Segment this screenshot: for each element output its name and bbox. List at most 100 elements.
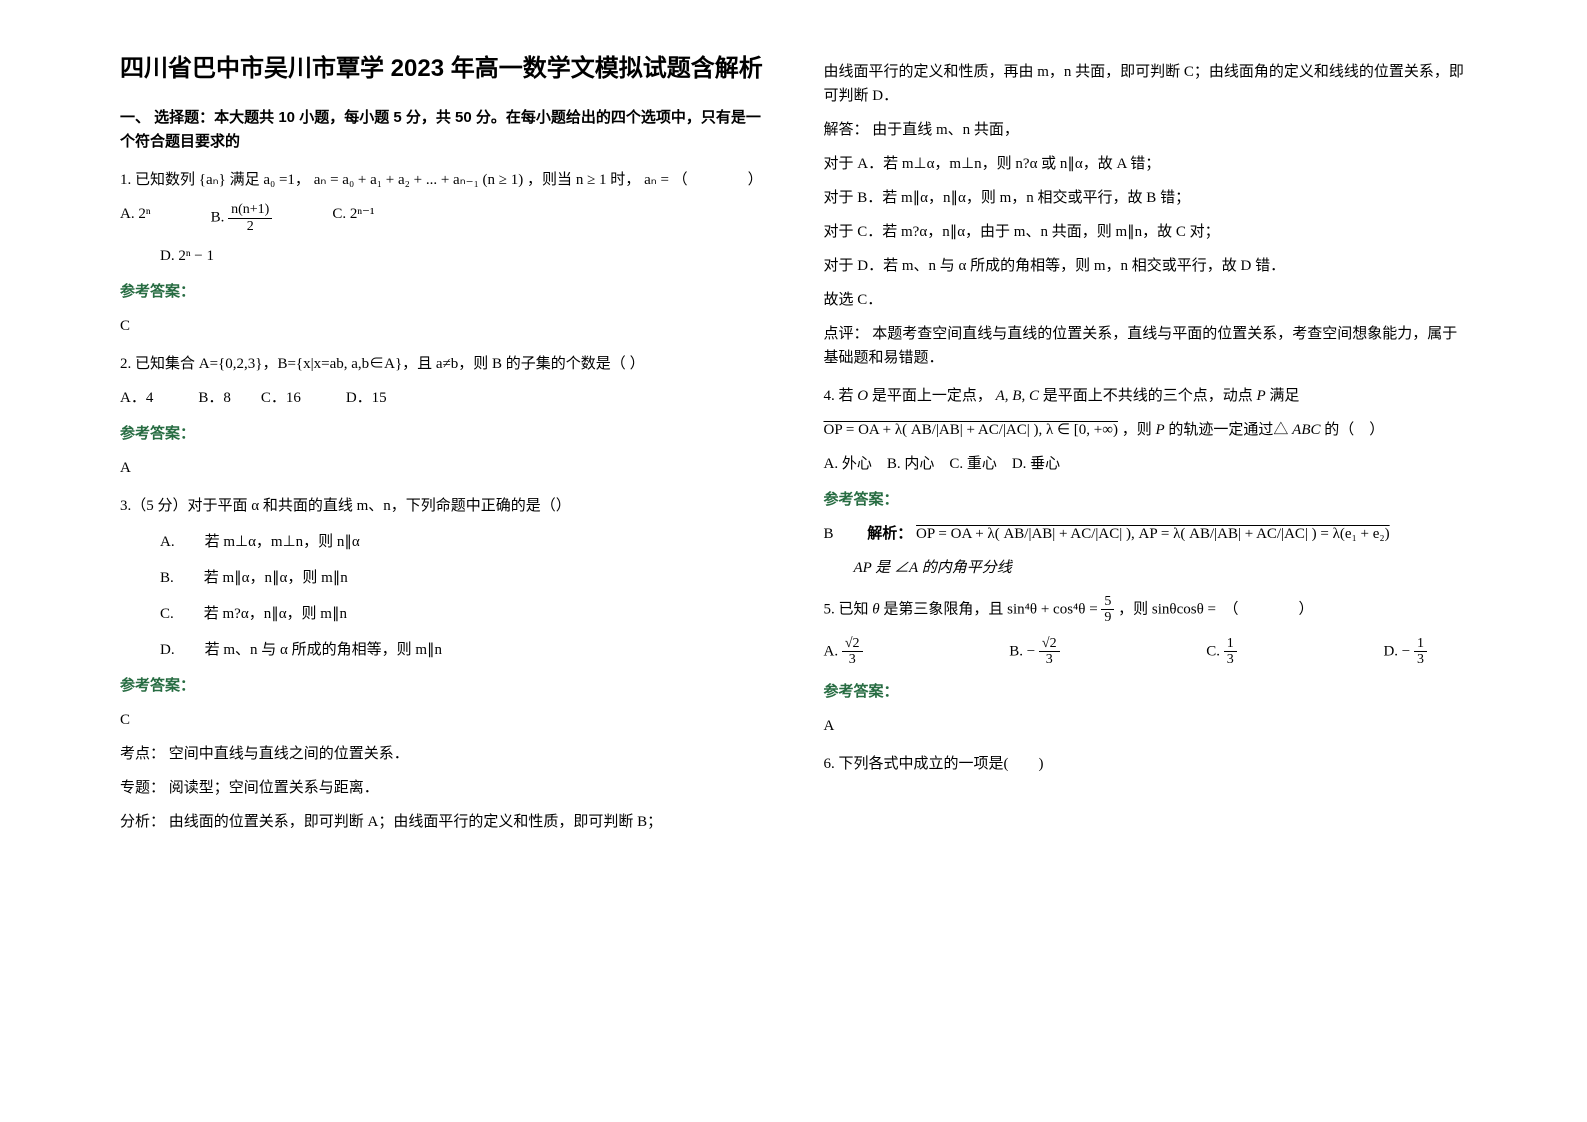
jieda-b: 对于 B．若 m∥α，n∥α，则 m，n 相交或平行，故 B 错； xyxy=(824,186,1468,210)
q4-text: 满足 xyxy=(1269,388,1299,404)
q1-text: 时， xyxy=(610,172,640,188)
q3-option-b: B. 若 m∥α，n∥α，则 m∥n xyxy=(160,566,764,590)
q2-answer: A xyxy=(120,456,764,480)
jieda-text: 由于直线 m、n 共面， xyxy=(872,122,1019,138)
q5-opta-den: 3 xyxy=(842,652,863,667)
q3-fenxi: 分析： 由线面的位置关系，即可判断 A；由线面平行的定义和性质，即可判断 B； xyxy=(120,810,764,834)
kaodian-text: 空间中直线与直线之间的位置关系． xyxy=(169,746,409,762)
q1-optb-label: B. xyxy=(211,210,229,226)
q5-options: A. √2 3 B. − √2 3 C. 1 3 xyxy=(824,636,1468,668)
q4-answer-row: B 解析： OP = OA + λ( AB/|AB| + AC/|AC| ), … xyxy=(824,522,1468,546)
q1-option-a: A. 2ⁿ xyxy=(120,202,151,234)
q1-text: 1. 已知数列 xyxy=(120,172,195,188)
guxuan: 故选 C． xyxy=(824,288,1468,312)
question-1: 1. 已知数列 {aₙ} 满足 a₀ =1， aₙ = a₀ + a₁ + a₂… xyxy=(120,168,764,192)
zhuanti-label: 专题： xyxy=(120,780,165,796)
q4-tail: 的轨迹一定通过△ xyxy=(1168,422,1288,438)
q1-options-row1: A. 2ⁿ B. n(n+1) 2 C. 2ⁿ⁻¹ xyxy=(120,202,764,234)
q3-zhuanti: 专题： 阅读型；空间位置关系与距离． xyxy=(120,776,764,800)
kaodian-label: 考点： xyxy=(120,746,165,762)
q5-optc-frac: 1 3 xyxy=(1224,636,1237,668)
jieda: 解答： 由于直线 m、n 共面， xyxy=(824,118,1468,142)
left-column: 四川省巴中市吴川市覃学 2023 年高一数学文模拟试题含解析 一、 选择题：本大… xyxy=(120,50,764,844)
jiexi-label: 解析： xyxy=(867,526,912,542)
q4-text: 是平面上一定点， xyxy=(872,388,992,404)
q5-optb-label: B. xyxy=(1009,643,1027,659)
q5-option-d: D. − 1 3 xyxy=(1383,636,1427,668)
q2-options: A．4 B．8 C．16 D．15 xyxy=(120,386,764,410)
q4-jiexi-tail: AP 是 ∠A 的内角平分线 xyxy=(854,556,1468,580)
q5-optd-den: 3 xyxy=(1414,652,1427,667)
fenxi-text: 由线面的位置关系，即可判断 A；由线面平行的定义和性质，即可判断 B； xyxy=(169,814,662,830)
q1-seq: {aₙ} xyxy=(199,172,226,188)
q5-optd-num: 1 xyxy=(1414,636,1427,652)
q4-ABC: A, B, C xyxy=(996,388,1039,404)
q5-eq-frac: 5 9 xyxy=(1101,594,1114,626)
q5-eq-lhs: sin⁴θ + cos⁴θ = xyxy=(1007,601,1101,617)
q5-optb-num: √2 xyxy=(1039,636,1060,652)
q5-target: sinθcosθ xyxy=(1152,601,1204,617)
q4-answer: B xyxy=(824,526,834,542)
q4-P2: P xyxy=(1155,422,1164,438)
dianping: 点评： 本题考查空间直线与直线的位置关系，直线与平面的位置关系，考查空间想象能力… xyxy=(824,322,1468,370)
jieda-c: 对于 C．若 m?α，n∥α，由于 m、n 共面，则 m∥n，故 C 对； xyxy=(824,220,1468,244)
q4-O: O xyxy=(857,388,868,404)
q4-formula-text: OP = OA + λ( AB/|AB| + AC/|AC| ), λ ∈ [0… xyxy=(824,422,1118,438)
q1-option-d: D. 2ⁿ − 1 xyxy=(160,244,764,268)
q5-optc-label: C. xyxy=(1206,643,1224,659)
q1-text: ，则当 xyxy=(527,172,572,188)
page-title: 四川省巴中市吴川市覃学 2023 年高一数学文模拟试题含解析 xyxy=(120,50,764,88)
q1-optb-den: 2 xyxy=(228,219,272,234)
question-2: 2. 已知集合 A={0,2,3}，B={x|x=ab, a,b∈A}，且 a≠… xyxy=(120,352,764,376)
q5-optc-num: 1 xyxy=(1224,636,1237,652)
q3-kaodian: 考点： 空间中直线与直线之间的位置关系． xyxy=(120,742,764,766)
q4-jiexi-formula: OP = OA + λ( AB/|AB| + AC/|AC| ), AP = λ… xyxy=(916,526,1390,542)
q5-option-b: B. − √2 3 xyxy=(1009,636,1059,668)
q5-text: ，则 xyxy=(1118,601,1148,617)
answer-label: 参考答案： xyxy=(120,280,764,304)
q1-a0: a₀ xyxy=(263,172,275,188)
question-3: 3.（5 分）对于平面 α 和共面的直线 m、n，下列命题中正确的是（） xyxy=(120,494,764,518)
jieda-a: 对于 A．若 m⊥α，m⊥n，则 n?α 或 n∥α，故 A 错； xyxy=(824,152,1468,176)
q1-optb-frac: n(n+1) 2 xyxy=(228,202,272,234)
q4-text: 4. 若 xyxy=(824,388,854,404)
q1-text: = （ ） xyxy=(660,172,762,188)
q5-option-c: C. 1 3 xyxy=(1206,636,1237,668)
page-container: 四川省巴中市吴川市覃学 2023 年高一数学文模拟试题含解析 一、 选择题：本大… xyxy=(120,50,1467,844)
q1-cond: n ≥ 1 xyxy=(576,172,607,188)
q5-theta: θ xyxy=(872,601,879,617)
question-6: 6. 下列各式中成立的一项是( ) xyxy=(824,752,1468,776)
answer-label: 参考答案： xyxy=(824,680,1468,704)
q5-text: = （ ） xyxy=(1208,601,1314,617)
q4-text: 是平面上不共线的三个点，动点 xyxy=(1043,388,1253,404)
q5-optb-frac: √2 3 xyxy=(1039,636,1060,668)
q3-option-d: D. 若 m、n 与 α 所成的角相等，则 m∥n xyxy=(160,638,764,662)
answer-label: 参考答案： xyxy=(120,422,764,446)
jieda-d: 对于 D．若 m、n 与 α 所成的角相等，则 m，n 相交或平行，故 D 错． xyxy=(824,254,1468,278)
q5-option-a: A. √2 3 xyxy=(824,636,863,668)
q5-optd-label: D. xyxy=(1383,643,1401,659)
section-header: 一、 选择题：本大题共 10 小题，每小题 5 分，共 50 分。在每小题给出的… xyxy=(120,106,764,154)
q5-text: 5. 已知 xyxy=(824,601,869,617)
q5-optb-prefix: − xyxy=(1027,643,1039,659)
q1-option-c: C. 2ⁿ⁻¹ xyxy=(332,202,374,234)
q1-rec: aₙ = a₀ + a₁ + a₂ + ... + aₙ₋₁ (n ≥ 1) xyxy=(314,172,524,188)
q5-optd-prefix: − xyxy=(1402,643,1414,659)
q3-option-c: C. 若 m?α，n∥α，则 m∥n xyxy=(160,602,764,626)
fenxi-cont: 由线面平行的定义和性质，再由 m，n 共面，即可判断 C；由线面角的定义和线线的… xyxy=(824,60,1468,108)
q5-text: 是第三象限角，且 xyxy=(883,601,1007,617)
question-5: 5. 已知 θ 是第三象限角，且 sin⁴θ + cos⁴θ = 5 9 ，则 … xyxy=(824,594,1468,626)
q5-eq-den: 9 xyxy=(1101,610,1114,625)
zhuanti-text: 阅读型；空间位置关系与距离． xyxy=(169,780,379,796)
q4-ABC2: ABC xyxy=(1292,422,1320,438)
q4-options: A. 外心 B. 内心 C. 重心 D. 垂心 xyxy=(824,452,1468,476)
q5-eq-num: 5 xyxy=(1101,594,1114,610)
q5-optb-den: 3 xyxy=(1039,652,1060,667)
jieda-label: 解答： xyxy=(824,122,869,138)
q5-opta-label: A. xyxy=(824,643,842,659)
q5-opta-frac: √2 3 xyxy=(842,636,863,668)
q5-opta-num: √2 xyxy=(842,636,863,652)
answer-label: 参考答案： xyxy=(824,488,1468,512)
q4-tail: 的（ ） xyxy=(1324,422,1384,438)
q4-jiexi-tail-text: AP 是 ∠A 的内角平分线 xyxy=(854,560,1012,576)
